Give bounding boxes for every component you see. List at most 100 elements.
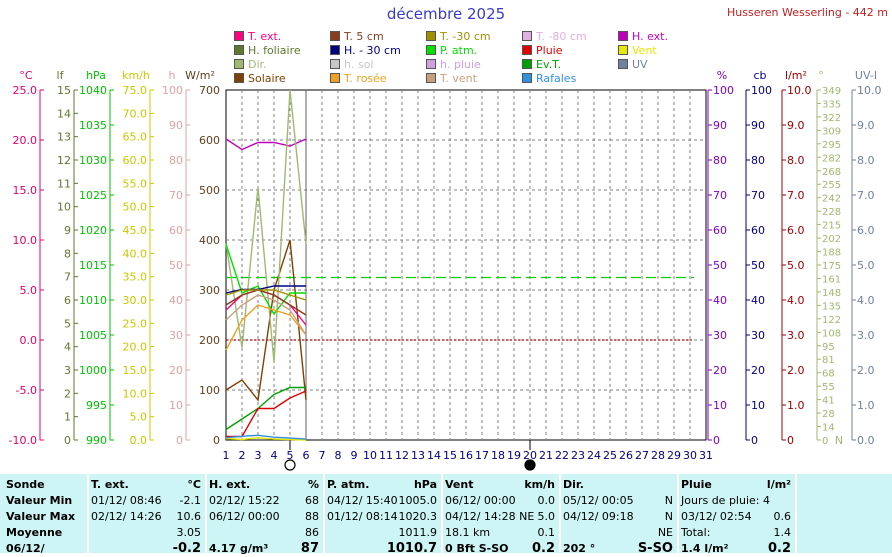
axis-wm2-tick-label: 700 — [199, 84, 220, 97]
axis-deg-tick-label: 268 — [822, 167, 841, 178]
axis-kmh-tick-label: 75.0 — [123, 84, 148, 97]
stats-header: Vent — [445, 478, 474, 491]
series-t-5-cm-line — [225, 289, 307, 316]
legend-label: H. foliaire — [248, 44, 301, 57]
series-pluie-line — [226, 390, 307, 438]
axis-kmh-tick-label: 20.0 — [123, 341, 148, 354]
axis-h-tick-label: 20 — [169, 364, 183, 377]
axis-deg-tick-label: 175 — [822, 261, 841, 272]
axis-uv-tick-label: 5.0 — [857, 259, 875, 272]
x-tick-label: 6 — [303, 449, 310, 462]
legend-label: Pluie — [536, 44, 563, 57]
legend-label: P. atm. — [440, 44, 478, 57]
axis-deg-tick-label: 242 — [822, 194, 841, 205]
legend-label: T. 5 cm — [344, 30, 384, 43]
axis-wm2-tick-label: 100 — [199, 384, 220, 397]
stats-cell-text: 05/12/ 00:05 — [563, 494, 634, 507]
stats-cell-value: 86 — [305, 526, 319, 539]
axis-pct-tick-label: 10 — [713, 399, 727, 412]
axis-hf-tick-label: 9 — [64, 224, 71, 237]
x-tick-label: 15 — [443, 449, 457, 462]
stats-cell-text: 01/12/ 08:14 — [327, 510, 398, 523]
axis-uv-tick-label: 2.0 — [857, 364, 875, 377]
stats-cell-text: 02/12/ 14:26 — [91, 510, 162, 523]
axis-kmh-tick-label: 25.0 — [123, 317, 148, 330]
axis-cb-tick-label: 60 — [751, 224, 765, 237]
legend-swatch — [330, 45, 340, 55]
x-tick-label: 9 — [351, 449, 358, 462]
axis-hf-tick-label: 7 — [64, 271, 71, 284]
stats-cell-text: 06/12/ 00:00 — [445, 494, 516, 507]
axis-cb-tick-label: 70 — [751, 189, 765, 202]
legend-label: h. pluie — [440, 58, 481, 71]
axis-deg-tick-label: 215 — [822, 221, 841, 232]
axis-deg-tick-label: 135 — [822, 301, 841, 312]
legend-label: Solaire — [248, 72, 286, 85]
axis-h-tick-label: 70 — [169, 189, 183, 202]
axis-deg-tick-label: 161 — [822, 274, 841, 285]
x-tick-label: 7 — [319, 449, 326, 462]
stats-label-date: 06/12/ — [6, 542, 45, 555]
axis-lm2-tick-label: 4.0 — [787, 294, 805, 307]
series-h-30-cm-line — [225, 285, 306, 294]
axis-cb-tick-label: 90 — [751, 119, 765, 132]
stats-unit: % — [307, 478, 319, 491]
axis-hpa-tick-label: 995 — [86, 399, 107, 412]
axis-hf-tick-label: 11 — [57, 177, 71, 190]
legend-item-h-ext: H. ext. — [618, 30, 668, 44]
legend-label: h. sol — [344, 58, 374, 71]
stats-cell-value: 1.4 — [773, 526, 792, 539]
series-p-atm-line — [225, 243, 306, 316]
axis-h-tick-label: 30 — [169, 329, 183, 342]
legend-swatch — [234, 73, 244, 83]
stats-table: Sonde Valeur Min Valeur Max Moyenne 06/1… — [0, 474, 892, 556]
stats-cell-text: 202 ° — [563, 542, 596, 555]
axis-temp-tick-label: 20.0 — [13, 134, 38, 147]
x-tick-label: 24 — [587, 449, 601, 462]
axis-lm2-tick-label: 3.0 — [787, 329, 805, 342]
axis-pct-tick-label: 100 — [713, 84, 734, 97]
axis-hf-tick-label: 10 — [57, 201, 71, 214]
stats-cell-value: 0.6 — [773, 510, 792, 523]
axis-hpa-tick-label: 1040 — [79, 84, 107, 97]
legend-label: T. -80 cm — [536, 30, 587, 43]
x-tick-label: 16 — [459, 449, 473, 462]
stats-unit: °C — [187, 478, 201, 491]
axis-hf-tick-label: 13 — [57, 131, 71, 144]
legend-item-p-atm: P. atm. — [426, 44, 477, 58]
x-tick-label: 22 — [555, 449, 569, 462]
stats-col-labels: Sonde Valeur Min Valeur Max Moyenne 06/1… — [6, 474, 86, 555]
axis-deg-tick-label: 322 — [822, 113, 841, 124]
axis-deg-tick-label: 95 — [822, 342, 835, 353]
station-name: Husseren Wesserling - 442 m — [727, 6, 888, 19]
axis-lm2-tick-label: 5.0 — [787, 259, 805, 272]
stats-cell-value: -2.1 — [179, 494, 201, 507]
axis-pct-tick-label: 30 — [713, 329, 727, 342]
stats-cell-text: 04/12/ 15:40 — [327, 494, 398, 507]
legend-swatch — [330, 73, 340, 83]
axis-h-tick-label: 40 — [169, 294, 183, 307]
axis-wm2-tick-label: 600 — [199, 134, 220, 147]
stats-cell-text: 18.1 km — [445, 526, 491, 539]
stats-unit: hPa — [413, 478, 437, 491]
series-ev-t-line — [225, 386, 306, 431]
legend-swatch — [522, 59, 532, 69]
legend-swatch — [426, 45, 436, 55]
axis-temp-tick-label: -10.0 — [9, 434, 37, 447]
legend-swatch — [234, 45, 244, 55]
legend-swatch — [522, 31, 532, 41]
legend-item-dir: Dir. — [234, 58, 267, 72]
stats-label-sonde: Sonde — [6, 478, 45, 491]
legend-item-h-pluie: h. pluie — [426, 58, 481, 72]
stats-cell-text: 1.4 l/m² — [681, 542, 729, 555]
stats-cell-text: 03/12/ 02:54 — [681, 510, 752, 523]
legend-item-pluie: Pluie — [522, 44, 563, 58]
stats-cell-value: 3.05 — [176, 526, 202, 539]
axis-hf-tick-label: 8 — [64, 247, 71, 260]
axis-hpa-tick-label: 1000 — [79, 364, 107, 377]
x-tick-label: 23 — [571, 449, 585, 462]
legend-item-h-foliaire: H. foliaire — [234, 44, 301, 58]
axis-cb-unit: cb — [753, 69, 766, 82]
legend-label: Ev.T. — [536, 58, 562, 71]
stats-cell-value: 1010.7 — [386, 541, 437, 556]
